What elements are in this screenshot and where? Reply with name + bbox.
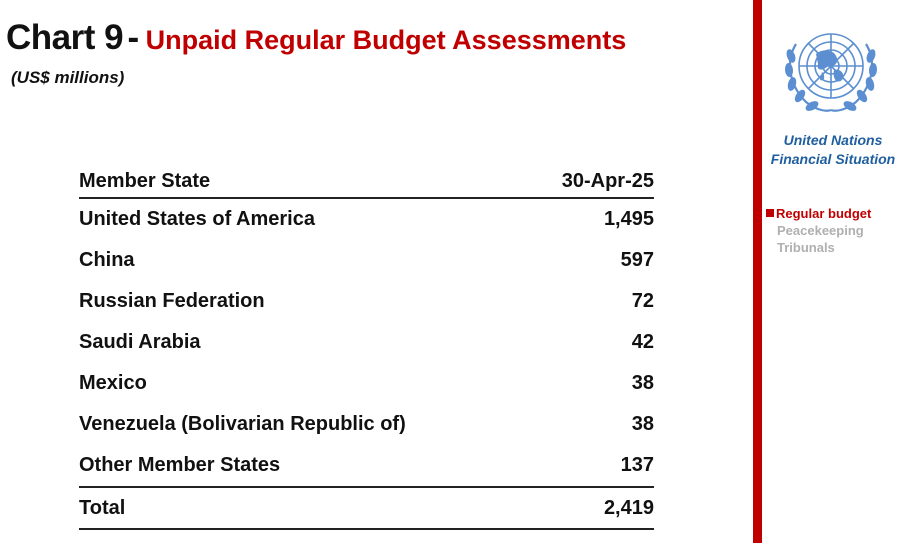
unpaid-amount: 72 — [631, 290, 654, 312]
member-state-name: China — [79, 249, 135, 271]
unpaid-amount: 597 — [620, 249, 654, 271]
member-state-name: Other Member States — [79, 454, 281, 476]
nav-item-label: Regular budget — [776, 206, 872, 221]
chart-label: Chart 9 — [6, 18, 124, 57]
table-header-row: Member State 30-Apr-25 — [79, 165, 654, 199]
unpaid-amount: 38 — [631, 413, 654, 435]
sidebar-title: United Nations Financial Situation — [768, 131, 898, 169]
member-state-name: Saudi Arabia — [79, 331, 201, 353]
section-nav: Regular budget Peacekeeping Tribunals — [766, 205, 871, 256]
total-label: Total — [79, 486, 528, 530]
title-dash: - — [127, 18, 140, 57]
unpaid-amount: 137 — [620, 454, 654, 476]
total-row: Total 2,419 — [79, 486, 654, 530]
table-row: United States of America 1,495 — [79, 198, 654, 240]
unpaid-amount: 1,495 — [603, 208, 654, 230]
table-row: Mexico 38 — [79, 363, 654, 404]
member-state-name: Mexico — [79, 372, 147, 394]
member-state-name: Venezuela (Bolivarian Republic of) — [79, 413, 406, 435]
assessments-table: Member State 30-Apr-25 United States of … — [79, 165, 654, 530]
chart-title: Unpaid Regular Budget Assessments — [145, 25, 627, 55]
table-row: China 597 — [79, 240, 654, 281]
sidebar-title-line2: Financial Situation — [770, 151, 896, 167]
table-row: Other Member States 137 — [79, 445, 654, 487]
unpaid-amount: 42 — [631, 331, 654, 353]
table-row: Russian Federation 72 — [79, 281, 654, 322]
sidebar-title-line1: United Nations — [783, 132, 883, 148]
nav-item-regular-budget[interactable]: Regular budget — [766, 205, 871, 222]
table-row: Saudi Arabia 42 — [79, 322, 654, 363]
sidebar-divider — [753, 0, 762, 543]
col-header-member-state: Member State — [79, 165, 528, 199]
nav-item-tribunals[interactable]: Tribunals — [777, 240, 835, 255]
un-emblem-icon — [784, 33, 878, 112]
member-state-name: Russian Federation — [79, 290, 265, 312]
nav-item-peacekeeping[interactable]: Peacekeeping — [777, 223, 864, 238]
active-bullet-icon — [766, 209, 774, 217]
col-header-date: 30-Apr-25 — [527, 165, 654, 199]
units-label: (US$ millions) — [11, 68, 125, 87]
total-amount: 2,419 — [527, 486, 654, 530]
table-row: Venezuela (Bolivarian Republic of) 38 — [79, 404, 654, 445]
unpaid-amount: 38 — [631, 372, 654, 394]
member-state-name: United States of America — [79, 208, 315, 230]
slide-title: Chart 9 - Unpaid Regular Budget Assessme… — [6, 18, 626, 58]
